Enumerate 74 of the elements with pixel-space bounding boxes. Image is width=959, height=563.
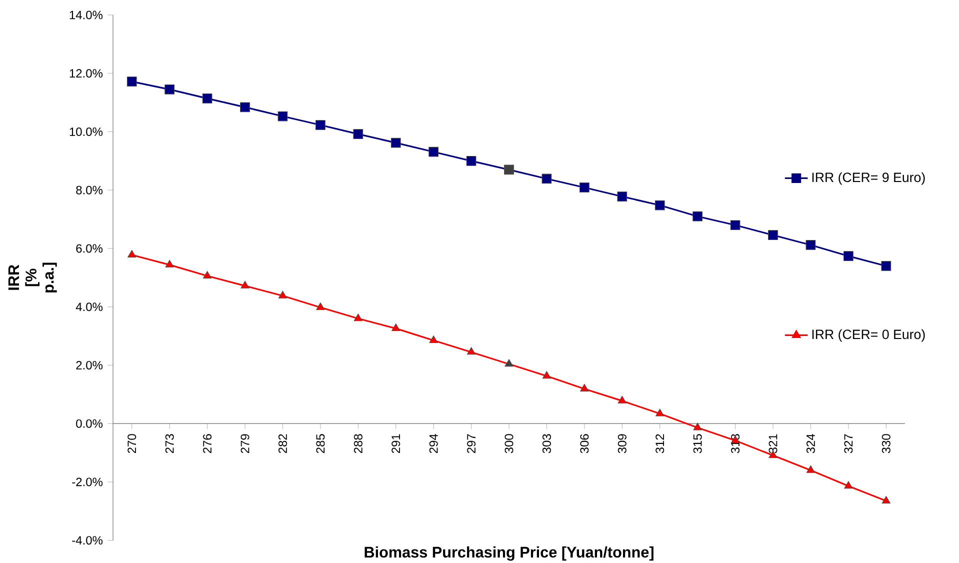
point [504,164,514,175]
point [504,359,514,367]
point [128,250,136,258]
x-tick-label: 315 [693,434,702,454]
point [316,302,325,310]
x-tick-label: 291 [392,434,400,454]
point [654,200,665,210]
x-tick-label: 312 [656,434,664,454]
x-tick-label: 288 [354,434,362,454]
y-tick-label: -2.0% [72,478,103,486]
x-tick-label: 285 [316,434,325,454]
point [466,156,476,166]
point [354,314,362,322]
point [240,280,250,288]
x-tick-label: 294 [429,434,438,454]
x-tick-label: 282 [278,434,287,454]
point [843,251,854,261]
x-tick-label: 279 [240,434,250,454]
y-tick-label: 6.0% [76,244,103,253]
x-tick-label: 300 [504,434,514,454]
point [390,138,401,148]
x-tick-label: 270 [128,434,136,454]
point [278,290,288,298]
point [240,102,250,112]
point [428,146,439,157]
point [693,422,702,430]
point [316,120,326,130]
y-axis-title: IRR [% p.a.] [8,262,57,292]
y-tick-label: -4.0% [72,536,103,545]
x-tick-label: 321 [768,434,778,454]
y-tick-label: 0.0% [76,419,103,428]
point [882,496,890,504]
point [278,111,288,122]
x-tick-label: 324 [806,434,815,454]
point [579,182,590,192]
point [656,408,664,416]
x-tick-label: 303 [542,434,551,454]
legend-label: IRR (CER= 0 Euro) [812,329,925,342]
point [165,260,174,268]
point [164,84,175,94]
point [202,270,212,279]
point [806,240,816,250]
point [353,129,364,140]
point [768,230,778,240]
point [429,335,438,344]
point [730,220,740,230]
x-axis-title: Biomass Purchasing Price [Yuan/tonne] [364,546,654,561]
point [806,465,816,473]
point [466,347,476,355]
x-tick-label: 330 [882,434,890,454]
point [392,324,400,332]
point [202,94,212,104]
point [618,396,626,404]
y-tick-label: 10.0% [70,127,103,136]
point [844,481,853,489]
x-tick-label: 273 [165,434,174,454]
x-tick-label: 306 [580,434,589,454]
point [580,384,589,392]
x-tick-label: 327 [844,434,853,454]
point [542,371,552,379]
y-tick-label: 12.0% [70,69,103,78]
point [542,174,552,184]
legend-label: IRR (CER= 9 Euro) [812,172,925,185]
x-tick-label: 297 [467,434,476,454]
y-tick-label: 14.0% [70,10,103,20]
x-tick-label: 309 [618,434,626,454]
y-tick-label: 8.0% [76,186,103,194]
point [881,261,892,271]
point [617,192,628,202]
y-tick-label: 4.0% [76,302,103,312]
y-tick-label: 2.0% [76,360,103,370]
point [126,76,137,86]
x-tick-label: 276 [203,434,212,454]
point [692,211,703,222]
